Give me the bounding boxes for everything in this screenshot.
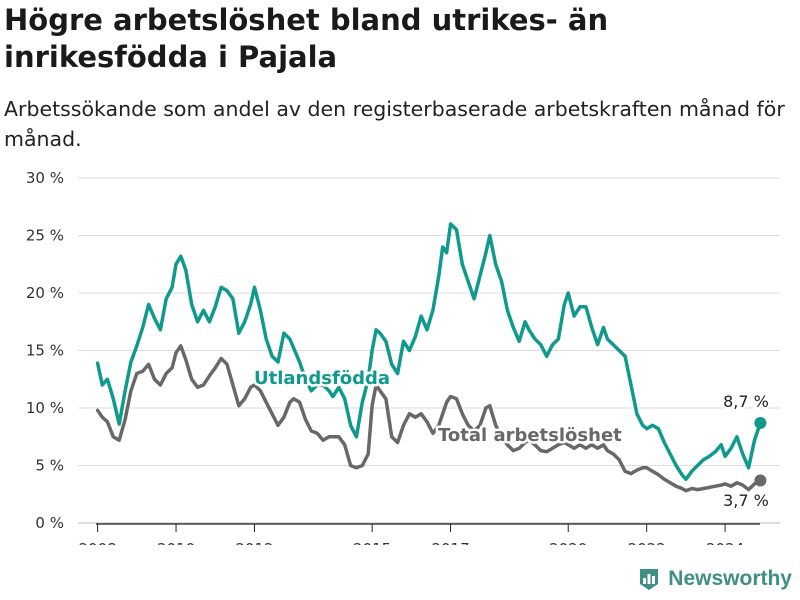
series-labels: Utlandsfödda Total arbetslöshet 8,7 % 3,7 % (252, 366, 771, 513)
y-tick-label: 10 % (26, 399, 64, 417)
y-tick-label: 5 % (35, 457, 64, 475)
line-chart: 0 %5 %10 %15 %20 %25 %30 % 2008201020122… (26, 169, 780, 545)
x-axis: 2008 2010 2012 2015 2017 2020 2022 2024 (79, 523, 760, 545)
x-tick-label: 2017 (431, 540, 469, 545)
y-tick-label: 20 % (26, 284, 64, 302)
series-lines (95, 222, 767, 493)
end-point-utlandsfodda (754, 416, 767, 429)
newsworthy-logo: Newsworthy (638, 564, 792, 594)
chart-subtitle: Arbetssökande som andel av den registerb… (4, 97, 785, 151)
series-line-total (95, 344, 763, 493)
x-tick-label: 2020 (549, 540, 587, 545)
y-tick-label: 15 % (26, 342, 64, 360)
newsworthy-logo-icon (640, 569, 659, 590)
brand-name: Newsworthy (668, 567, 792, 590)
y-tick-label: 0 % (35, 514, 64, 532)
end-point-total (754, 474, 767, 487)
x-tick-label: 2010 (157, 540, 195, 545)
series-label-utlandsfodda: Utlandsfödda (254, 368, 390, 389)
y-axis-labels: 0 % 5 % 10 % 15 % 20 % 25 % 30 % (26, 169, 64, 532)
end-value-total: 3,7 % (723, 491, 769, 510)
x-tick-label: 2012 (235, 540, 273, 545)
x-tick-label: 2015 (353, 540, 391, 545)
grid-lines (78, 177, 780, 524)
series-line-utlandsfodda (95, 222, 763, 482)
x-tick-label: 2022 (628, 540, 666, 545)
x-tick-label: 2024 (706, 540, 744, 545)
y-tick-label: 25 % (26, 227, 64, 245)
x-tick-label: 2008 (79, 540, 117, 545)
end-value-utlandsfodda: 8,7 % (723, 392, 769, 411)
y-tick-label: 30 % (26, 169, 64, 187)
series-label-total: Total arbetslöshet (438, 425, 622, 446)
chart-title: Högre arbetslöshet bland utrikes- än inr… (4, 3, 609, 74)
